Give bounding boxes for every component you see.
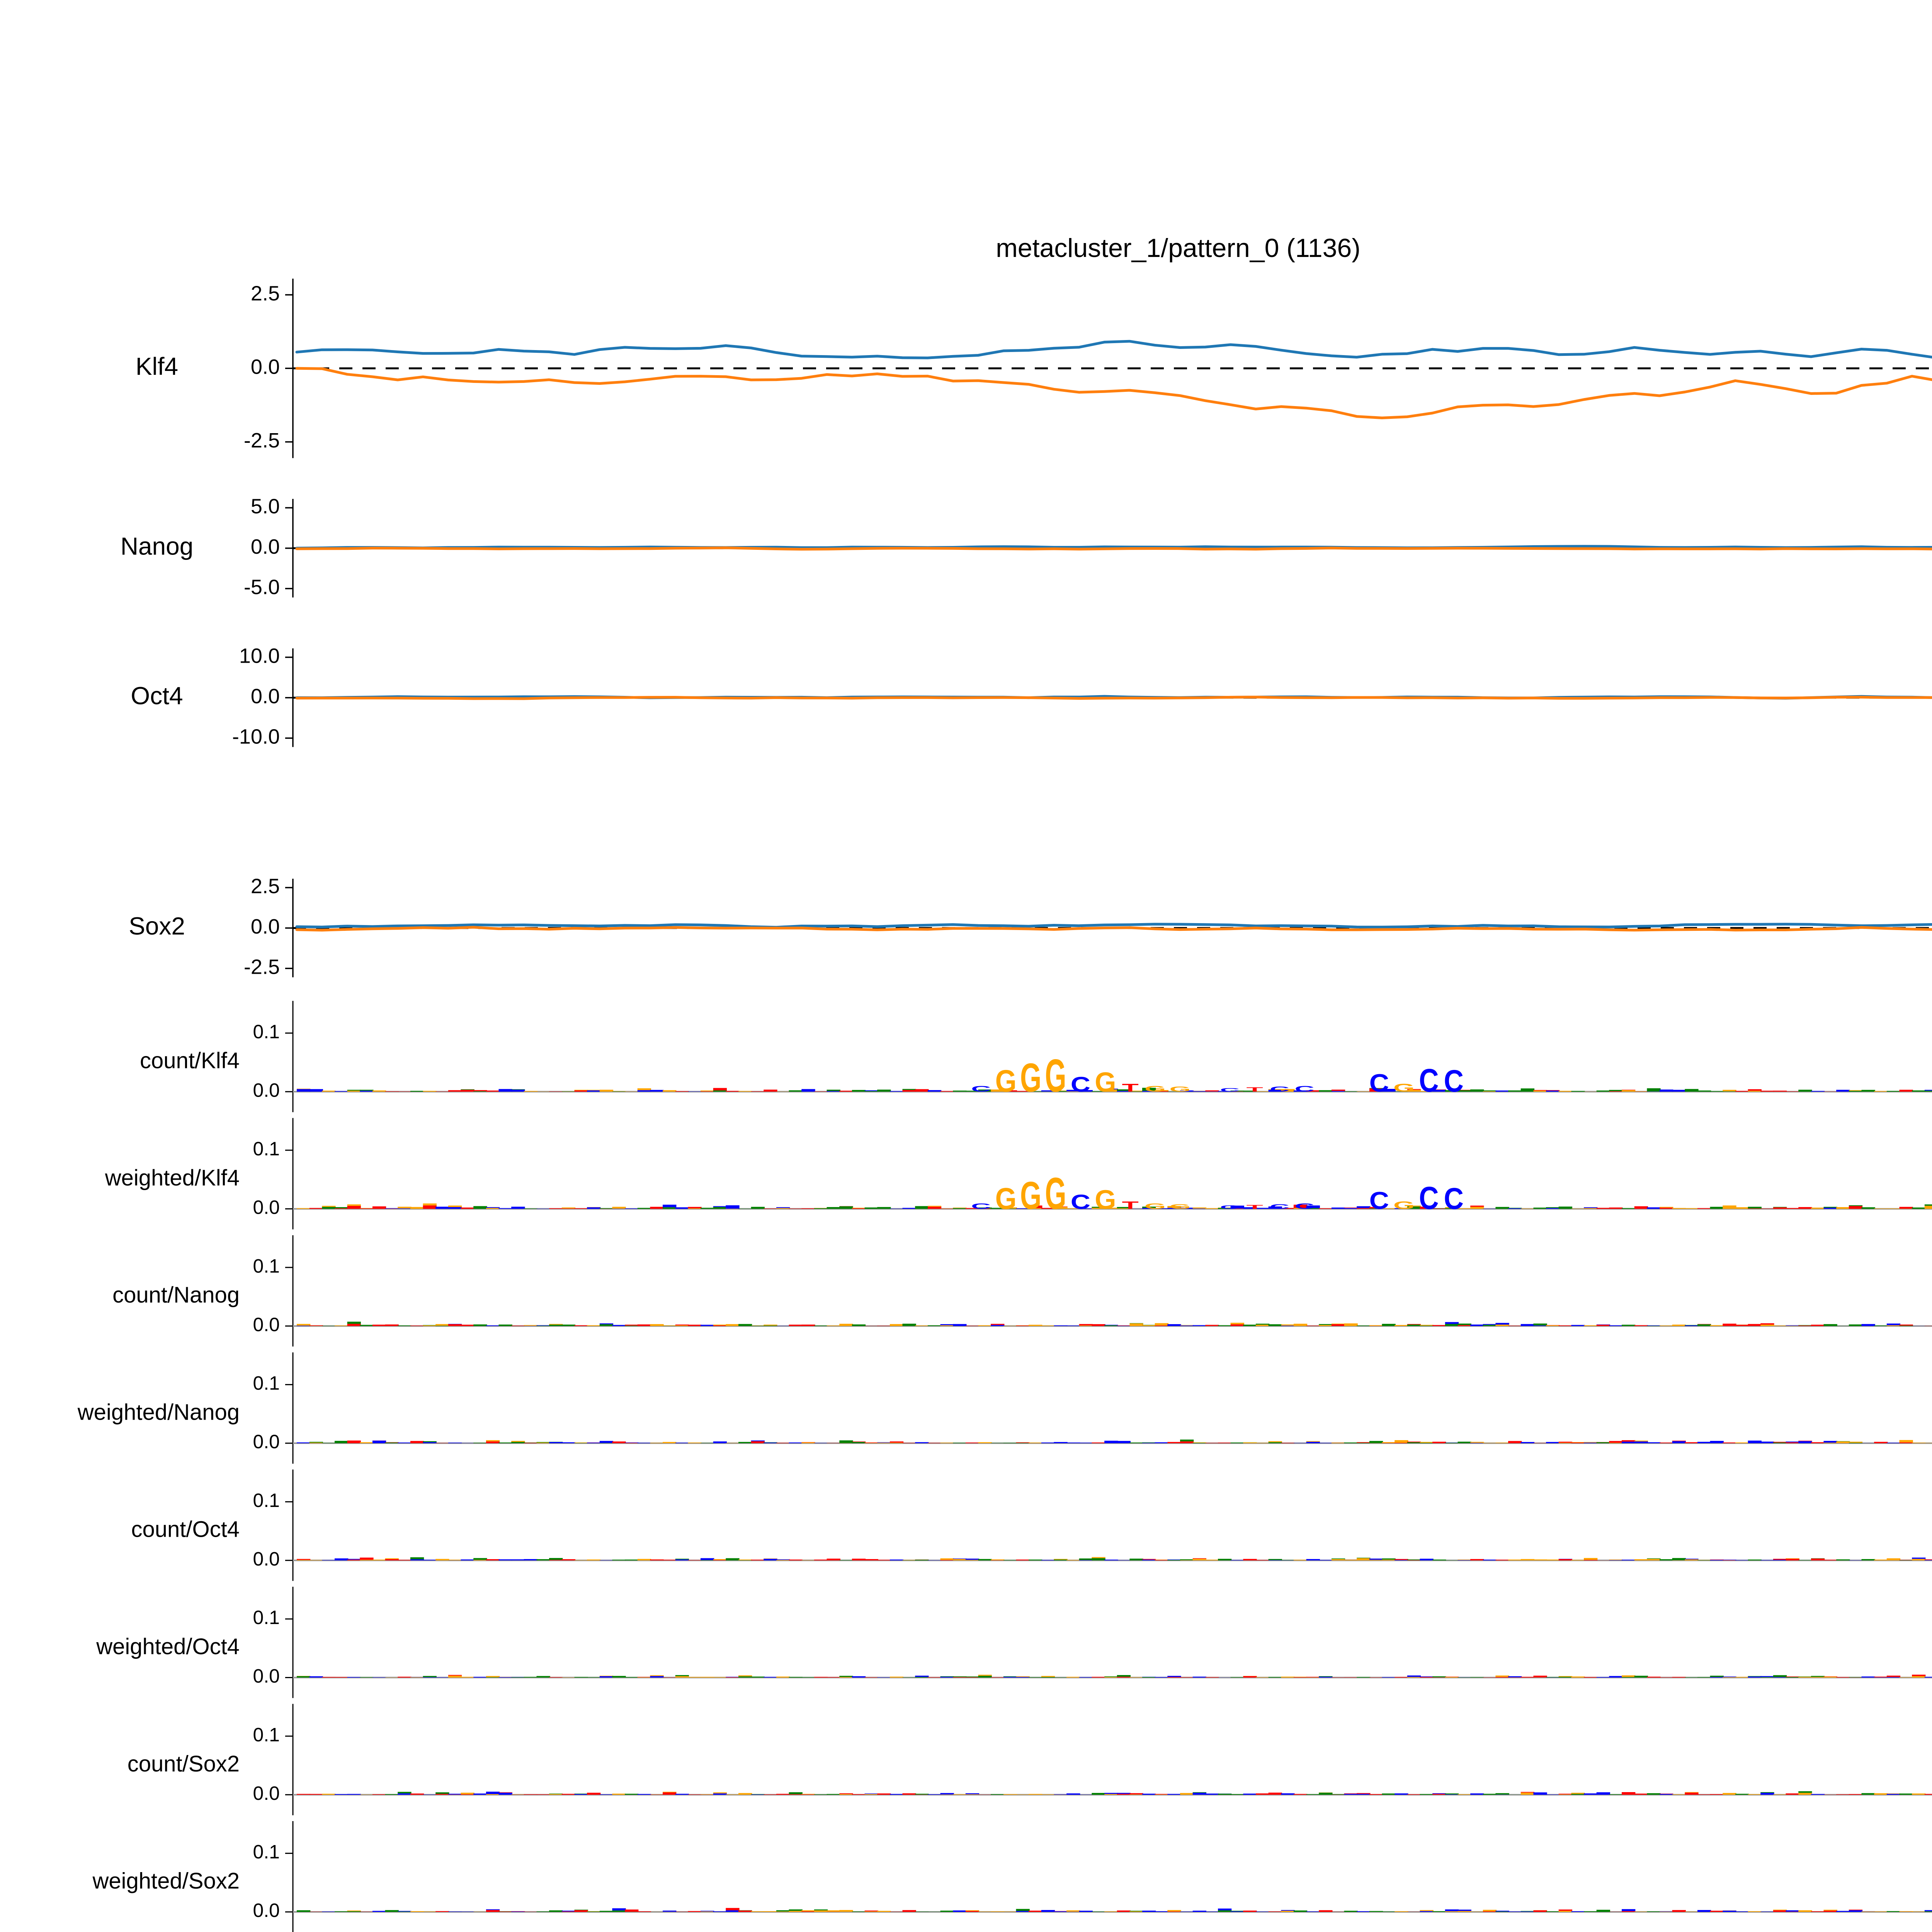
svg-text:-10.0: -10.0 [232,725,280,748]
svg-text:C: C [1444,1181,1464,1215]
svg-text:0.0: 0.0 [251,915,280,938]
svg-text:0.0: 0.0 [253,1314,280,1335]
svg-text:C: C [1419,1062,1439,1099]
svg-text:Oct4: Oct4 [131,682,183,710]
svg-text:0.1: 0.1 [253,1255,280,1277]
svg-text:Nanog: Nanog [121,532,194,560]
svg-text:0.0: 0.0 [253,1900,280,1921]
svg-text:0.0: 0.0 [253,1079,280,1101]
svg-text:G: G [1095,1184,1116,1214]
svg-text:0.1: 0.1 [253,1490,280,1511]
svg-text:count/Oct4: count/Oct4 [131,1517,240,1542]
svg-text:Sox2: Sox2 [129,912,185,940]
svg-text:metacluster_1/pattern_0 (1136): metacluster_1/pattern_0 (1136) [996,233,1361,263]
svg-text:2.5: 2.5 [251,874,280,898]
svg-text:0.1: 0.1 [253,1138,280,1160]
svg-text:C: C [1444,1064,1464,1099]
svg-text:C: C [1270,1202,1289,1210]
svg-text:0.1: 0.1 [253,1021,280,1043]
svg-text:T: T [1122,1199,1139,1211]
svg-text:C: C [1369,1069,1389,1097]
svg-text:G: G [1145,1085,1166,1094]
svg-text:10.0: 10.0 [239,644,280,667]
svg-text:C: C [1071,1073,1090,1097]
svg-text:weighted/Oct4: weighted/Oct4 [96,1634,240,1659]
svg-text:C: C [1369,1187,1389,1214]
svg-text:0.1: 0.1 [253,1724,280,1745]
svg-text:count/Nanog: count/Nanog [112,1282,240,1308]
svg-text:0.0: 0.0 [253,1782,280,1804]
svg-text:G: G [995,1064,1017,1099]
svg-text:G: G [1169,1202,1190,1210]
svg-text:G: G [1020,1173,1041,1217]
svg-text:G: G [995,1181,1017,1215]
svg-text:0.0: 0.0 [251,535,280,558]
svg-text:-2.5: -2.5 [244,429,280,452]
svg-text:C: C [1294,1085,1314,1094]
svg-text:0.0: 0.0 [253,1548,280,1570]
svg-text:-5.0: -5.0 [244,576,280,599]
svg-text:C: C [1220,1087,1240,1093]
svg-text:count/Klf4: count/Klf4 [140,1048,240,1073]
svg-text:G: G [1145,1202,1166,1211]
svg-text:0.0: 0.0 [251,355,280,379]
svg-text:G: G [1393,1199,1415,1211]
svg-text:weighted/Klf4: weighted/Klf4 [105,1165,240,1190]
svg-text:C: C [1294,1202,1314,1211]
svg-text:G: G [1045,1169,1066,1219]
svg-text:0.1: 0.1 [253,1607,280,1628]
svg-text:-2.5: -2.5 [244,955,280,978]
svg-text:T: T [1122,1082,1139,1094]
svg-text:0.1: 0.1 [253,1372,280,1394]
svg-text:C: C [1419,1181,1439,1216]
svg-text:C: C [1220,1204,1240,1210]
svg-text:weighted/Nanog: weighted/Nanog [77,1400,240,1425]
svg-text:C: C [1071,1190,1090,1213]
svg-text:0.0: 0.0 [253,1197,280,1218]
svg-text:T: T [1247,1086,1263,1093]
svg-text:C: C [971,1202,991,1211]
svg-text:G: G [1020,1055,1041,1100]
svg-text:C: C [1270,1085,1289,1093]
svg-text:0.0: 0.0 [253,1665,280,1687]
svg-text:G: G [1169,1085,1190,1093]
svg-text:2.5: 2.5 [251,282,280,305]
svg-text:T: T [1247,1204,1263,1210]
svg-text:0.1: 0.1 [253,1841,280,1863]
svg-text:C: C [971,1085,991,1094]
svg-text:G: G [1045,1050,1066,1102]
svg-text:0.0: 0.0 [253,1431,280,1452]
svg-text:5.0: 5.0 [251,495,280,518]
svg-text:weighted/Sox2: weighted/Sox2 [92,1869,240,1894]
svg-text:G: G [1095,1067,1116,1098]
svg-text:count/Sox2: count/Sox2 [128,1751,240,1776]
svg-text:0.0: 0.0 [251,685,280,708]
svg-text:Klf4: Klf4 [136,352,178,380]
svg-text:G: G [1393,1082,1415,1094]
